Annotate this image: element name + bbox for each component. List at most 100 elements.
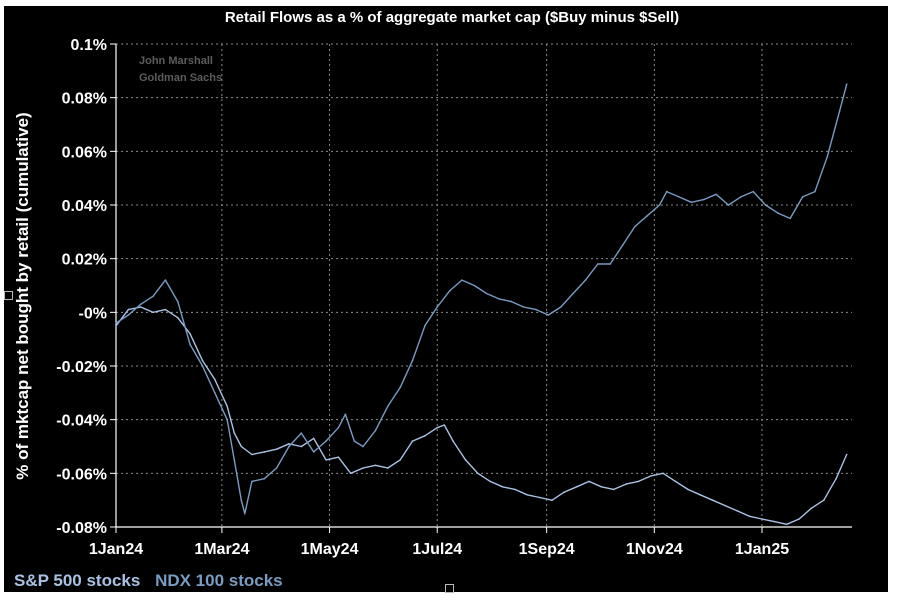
y-tick-label: 0.08% (62, 91, 107, 108)
data-point-ndx-100-stocks (740, 196, 742, 198)
data-point-ndx-100-stocks (522, 306, 525, 308)
data-point-ndx-100-stocks (201, 365, 204, 367)
data-point-ndx-100-stocks (424, 325, 426, 327)
data-point-ndx-100-stocks (189, 343, 191, 346)
chart-panel: Retail Flows as a % of aggregate market … (4, 6, 888, 593)
data-point-ndx-100-stocks (752, 190, 754, 193)
data-point-s-p-500-stocks (699, 494, 701, 496)
data-point-s-p-500-stocks (501, 486, 504, 488)
legend: S&P 500 stocks NDX 100 stocks (14, 571, 293, 591)
data-point-s-p-500-stocks (724, 504, 726, 507)
data-point-ndx-100-stocks (801, 196, 804, 198)
data-point-ndx-100-stocks (214, 392, 216, 394)
data-point-s-p-500-stocks (362, 467, 364, 469)
data-point-s-p-500-stocks (625, 483, 627, 485)
data-point-ndx-100-stocks (535, 308, 537, 311)
data-point-s-p-500-stocks (489, 480, 492, 483)
x-tick-label: 1Mar24 (194, 541, 249, 558)
data-point-ndx-100-stocks (597, 263, 599, 265)
data-point-ndx-100-stocks (510, 300, 513, 303)
data-point-ndx-100-stocks (473, 284, 476, 287)
series-line-ndx-100-stocks (115, 84, 848, 515)
y-tick-label: 0.02% (62, 252, 107, 269)
data-point-ndx-100-stocks (288, 445, 290, 448)
data-point-ndx-100-stocks (609, 263, 611, 265)
data-point-ndx-100-stocks (226, 418, 228, 421)
data-point-ndx-100-stocks (572, 292, 574, 295)
data-point-ndx-100-stocks (560, 306, 562, 308)
data-point-s-p-500-stocks (436, 426, 439, 429)
data-point-s-p-500-stocks (399, 459, 402, 461)
data-point-ndx-100-stocks (461, 279, 463, 281)
data-point-ndx-100-stocks (240, 499, 243, 502)
data-point-s-p-500-stocks (374, 464, 377, 467)
data-point-s-p-500-stocks (263, 451, 266, 453)
data-point-s-p-500-stocks (443, 424, 446, 426)
data-point-s-p-500-stocks (588, 480, 590, 483)
data-point-s-p-500-stocks (785, 523, 788, 526)
data-point-s-p-500-stocks (164, 308, 167, 311)
gridlines (115, 43, 852, 528)
legend-ndx100: NDX 100 stocks (155, 571, 283, 590)
data-point-ndx-100-stocks (448, 290, 451, 292)
data-point-ndx-100-stocks (139, 303, 142, 306)
series-lines (115, 83, 848, 526)
y-axis-label: % of mktcap net bought by retail (cumula… (13, 112, 32, 479)
data-point-s-p-500-stocks (214, 378, 216, 381)
data-point-ndx-100-stocks (702, 198, 705, 201)
data-point-s-p-500-stocks (115, 325, 117, 327)
data-point-ndx-100-stocks (646, 214, 649, 217)
y-tick-label: -0.04% (56, 413, 107, 430)
data-point-ndx-100-stocks (233, 459, 236, 461)
data-point-s-p-500-stocks (736, 510, 739, 512)
data-point-s-p-500-stocks (526, 494, 528, 496)
x-tick-label: 1Nov24 (626, 541, 683, 558)
data-point-s-p-500-stocks (845, 453, 848, 456)
data-point-s-p-500-stocks (275, 448, 278, 451)
data-point-s-p-500-stocks (835, 477, 837, 480)
data-point-s-p-500-stocks (711, 499, 714, 502)
data-point-ndx-100-stocks (263, 477, 266, 480)
data-point-s-p-500-stocks (600, 486, 603, 488)
x-tick-label: 1May24 (301, 541, 359, 558)
axes: 0.1% 0.08% 0.06% 0.04% 0.02% -0% -0.02% -0.04% -… (56, 37, 852, 558)
x-tick-label: 1Sep24 (519, 541, 575, 558)
data-point-s-p-500-stocks (637, 480, 640, 483)
data-point-ndx-100-stocks (411, 359, 414, 362)
small-square-left-marker (4, 291, 13, 300)
data-point-s-p-500-stocks (325, 459, 327, 461)
small-square-bottom-marker (445, 584, 454, 593)
data-point-s-p-500-stocks (312, 437, 315, 440)
data-point-ndx-100-stocks (634, 225, 636, 228)
data-point-s-p-500-stocks (177, 316, 179, 319)
data-point-ndx-100-stocks (845, 83, 848, 85)
data-point-ndx-100-stocks (621, 244, 624, 247)
data-point-ndx-100-stocks (715, 193, 717, 196)
data-point-s-p-500-stocks (464, 459, 467, 461)
data-point-s-p-500-stocks (300, 445, 303, 448)
data-point-s-p-500-stocks (139, 306, 142, 308)
data-point-ndx-100-stocks (251, 480, 253, 483)
x-tick-label: 1Jan24 (89, 541, 143, 558)
x-tick-label: 1Jan25 (735, 541, 789, 558)
data-point-s-p-500-stocks (349, 472, 352, 475)
data-point-ndx-100-stocks (658, 204, 661, 206)
data-point-ndx-100-stocks (498, 298, 500, 300)
data-point-ndx-100-stocks (826, 155, 829, 158)
data-point-s-p-500-stocks (152, 311, 154, 314)
data-point-ndx-100-stocks (387, 405, 389, 408)
data-point-ndx-100-stocks (275, 467, 278, 469)
data-point-ndx-100-stocks (838, 110, 841, 112)
data-point-ndx-100-stocks (115, 322, 117, 324)
data-point-s-p-500-stocks (662, 472, 664, 475)
data-point-ndx-100-stocks (325, 440, 327, 442)
data-point-ndx-100-stocks (344, 413, 347, 416)
data-point-s-p-500-stocks (226, 405, 228, 408)
data-point-ndx-100-stocks (300, 432, 303, 434)
data-point-s-p-500-stocks (748, 515, 751, 518)
data-point-s-p-500-stocks (189, 333, 191, 335)
data-point-ndx-100-stocks (584, 279, 587, 281)
data-point-s-p-500-stocks (201, 359, 204, 362)
data-point-ndx-100-stocks (374, 429, 377, 432)
data-point-s-p-500-stocks (127, 308, 130, 311)
